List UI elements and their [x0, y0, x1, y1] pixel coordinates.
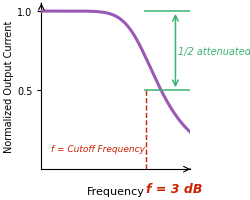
Text: f = Cutoff Frequency: f = Cutoff Frequency: [51, 144, 144, 153]
Y-axis label: Normalized Output Current: Normalized Output Current: [4, 21, 14, 153]
Text: 1/2 attenuated: 1/2 attenuated: [177, 46, 250, 56]
X-axis label: Frequency: Frequency: [86, 186, 144, 196]
Text: f = 3 dB: f = 3 dB: [146, 182, 202, 195]
